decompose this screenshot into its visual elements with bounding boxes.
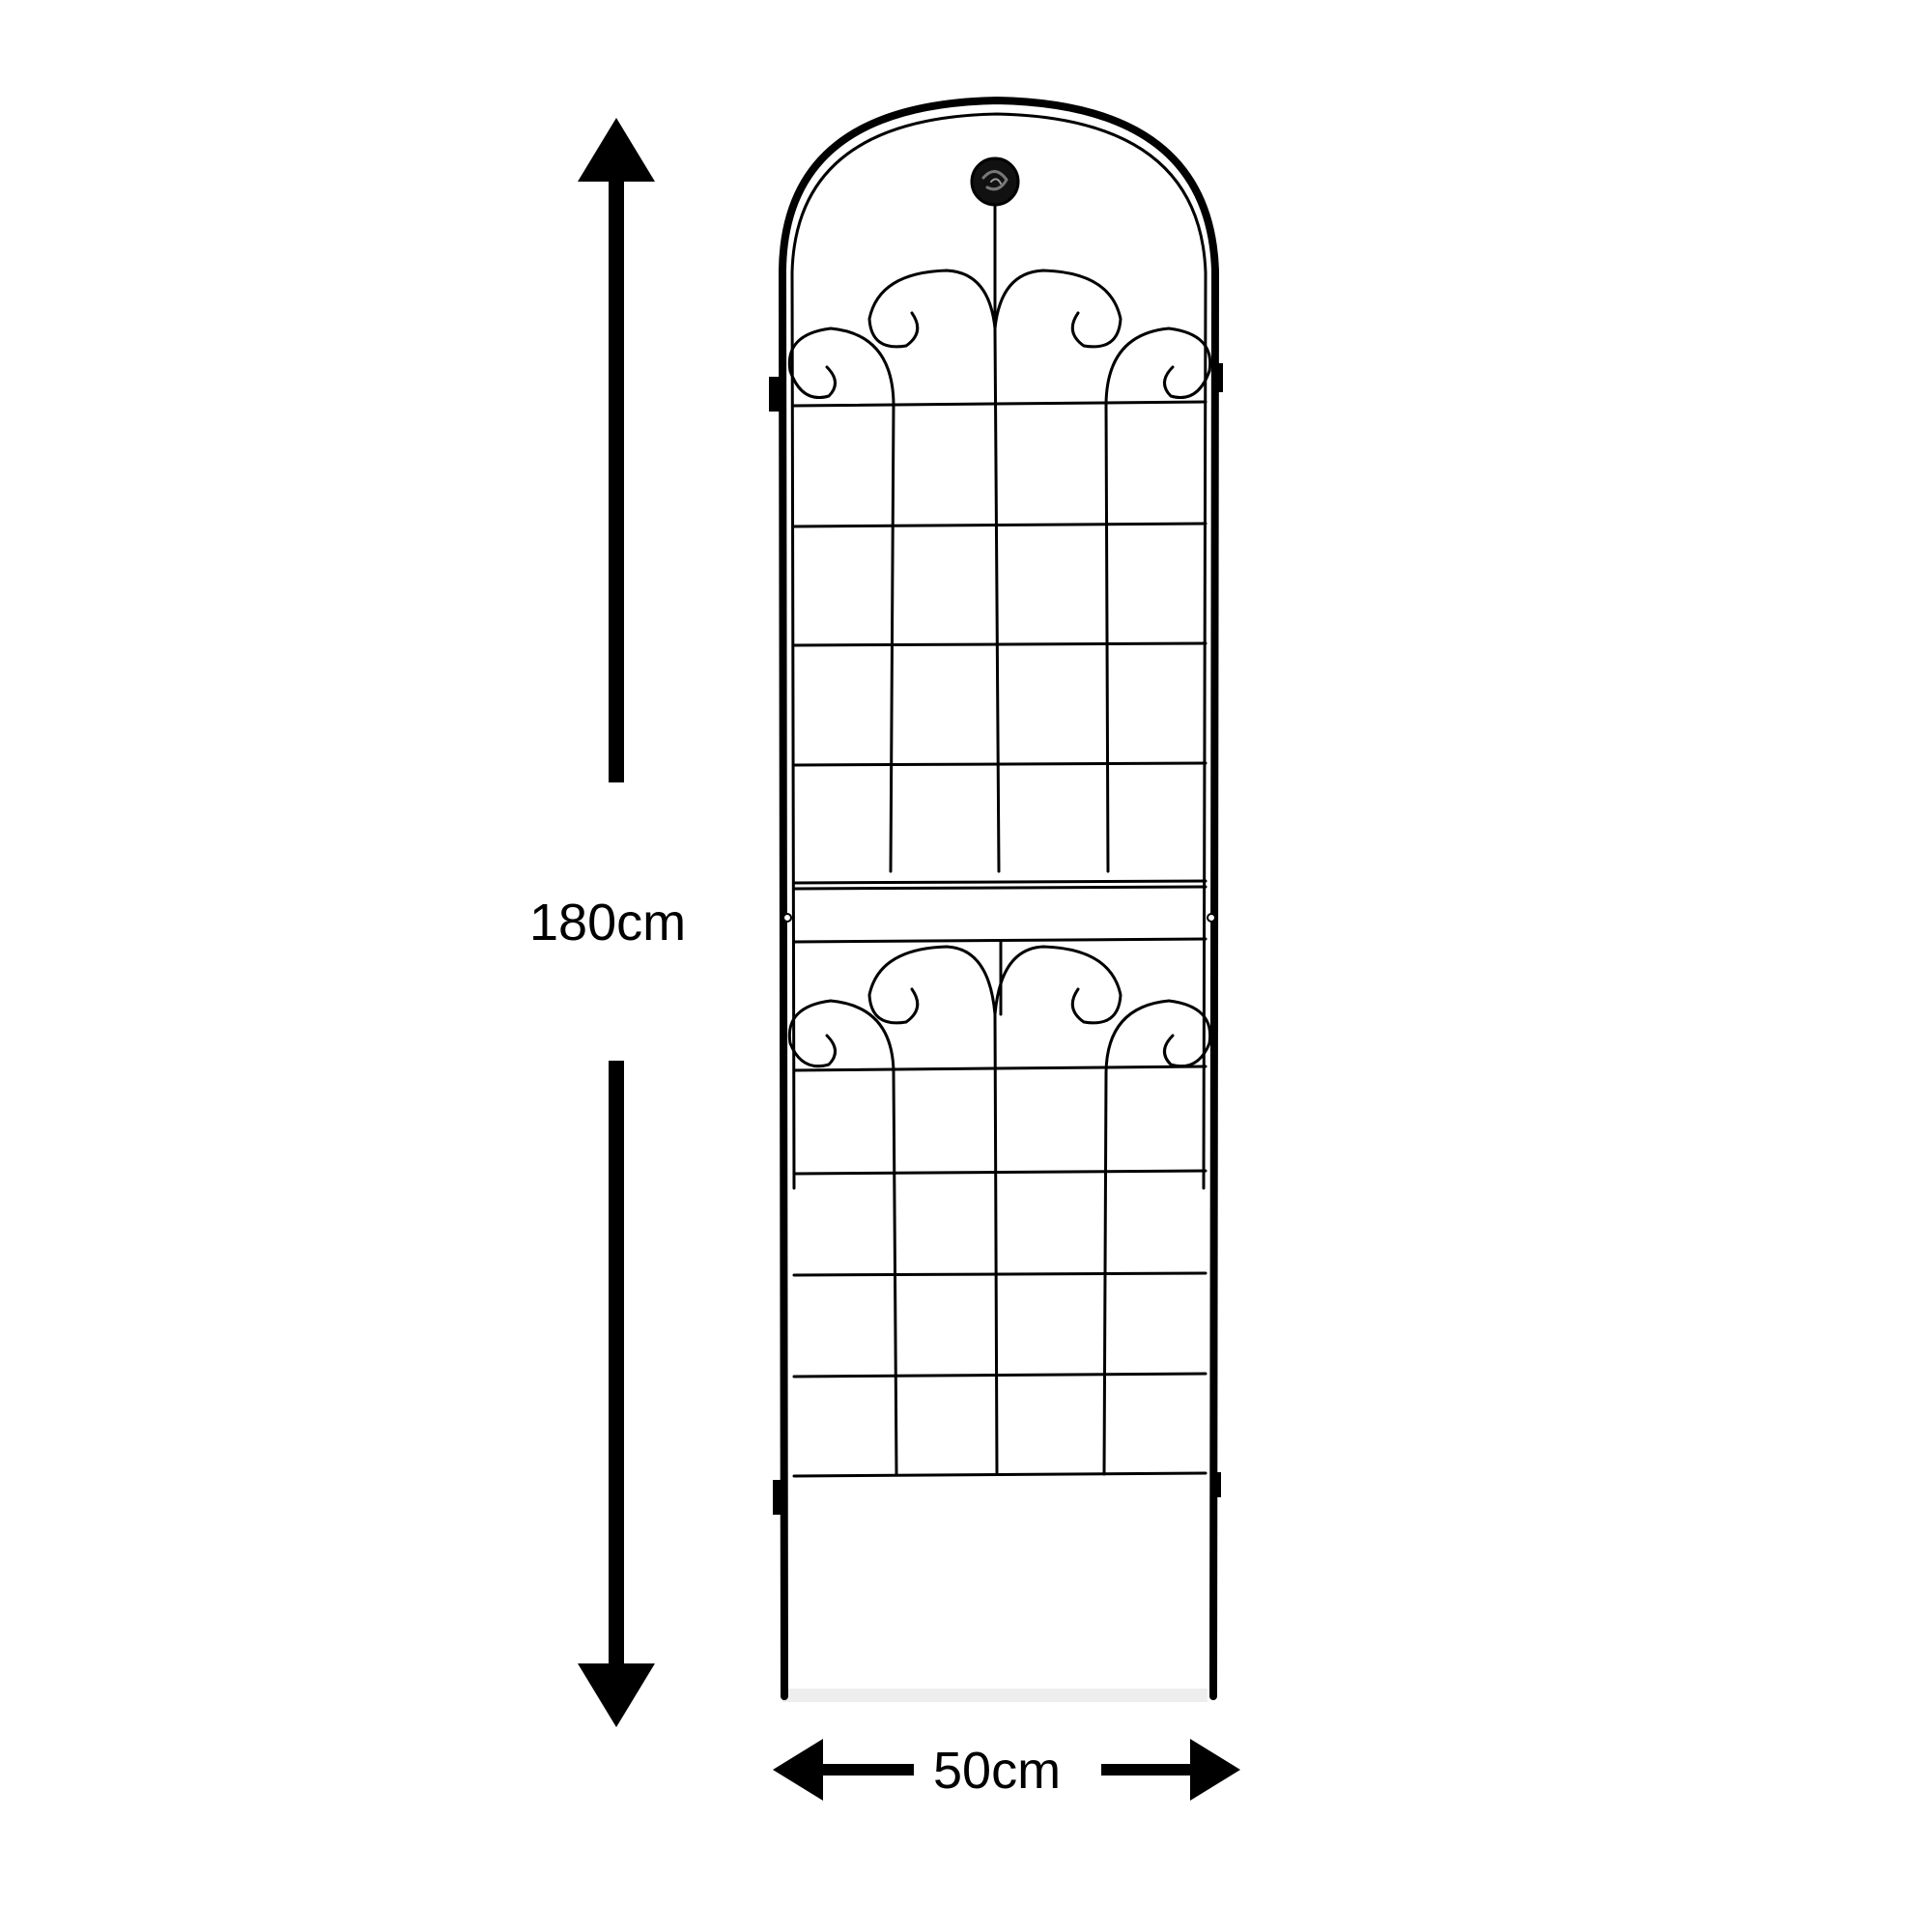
height-arrow-head-down [578,1663,655,1727]
bracket-top-left [769,377,781,412]
width-arrow-head-right [1190,1739,1240,1801]
bracket-top-right [1213,363,1223,392]
garden-trellis-icon [769,97,1223,1702]
height-arrow-shaft-bottom [609,1061,624,1669]
ground-shadow [782,1689,1208,1702]
height-arrow-shaft-top [609,179,624,782]
bracket-bottom-right [1213,1472,1221,1497]
height-dimension-label: 180cm [529,894,687,952]
bottom-scrolls [787,940,1212,1074]
width-arrow-shaft-right [1101,1764,1196,1776]
height-arrow-head-up [578,118,655,182]
joint-right [1207,913,1216,923]
trellis-frame-inner [790,112,1208,1190]
width-arrow-head-left [773,1739,823,1801]
trellis-frame [779,97,1219,1700]
height-arrow [578,118,655,1727]
rose-ornament [970,156,1020,207]
top-grid [792,328,1208,891]
joint-left [782,913,792,923]
bracket-bottom-left [773,1480,784,1515]
top-scrolls [787,269,1212,406]
bottom-grid [792,937,1208,1478]
width-dimension-label: 50cm [933,1742,1062,1800]
width-arrow [773,1739,1240,1801]
width-arrow-shaft-left [819,1764,914,1776]
